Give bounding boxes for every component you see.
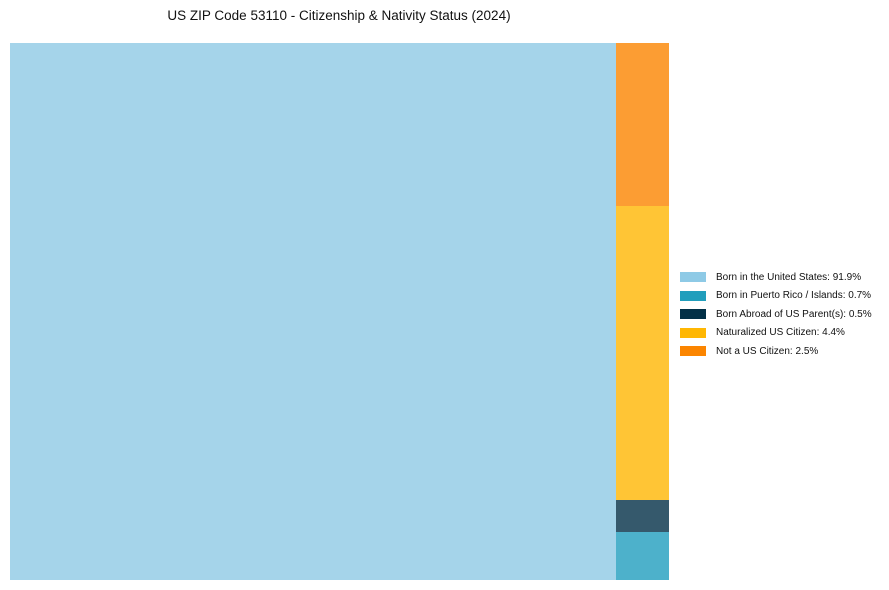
legend-swatch: [680, 327, 706, 338]
treemap-tile-born-abroad-of-us-parent-s: [616, 500, 669, 532]
legend-swatch: [680, 309, 706, 320]
legend-label: Not a US Citizen: 2.5%: [716, 345, 819, 357]
legend-swatch: [680, 346, 706, 357]
legend-label: Born in Puerto Rico / Islands: 0.7%: [716, 290, 872, 302]
legend: Born in the United States: 91.9% Born in …: [680, 268, 872, 361]
legend-item: Born in the United States: 91.9%: [680, 268, 872, 287]
legend-label: Born in the United States: 91.9%: [716, 271, 862, 283]
legend-swatch: [680, 272, 706, 283]
legend-item: Born Abroad of US Parent(s): 0.5%: [680, 305, 872, 324]
treemap-tile-born-in-puerto-rico-islands: [616, 532, 669, 580]
treemap-tile-not-a-us-citizen: [616, 43, 669, 206]
chart-title: US ZIP Code 53110 - Citizenship & Nativi…: [167, 8, 511, 23]
treemap-tile-naturalized-us-citizen: [616, 206, 669, 500]
treemap-tile-born-in-the-united-states: [10, 43, 616, 580]
legend-item: Not a US Citizen: 2.5%: [680, 342, 872, 361]
legend-label: Born Abroad of US Parent(s): 0.5%: [716, 308, 872, 320]
legend-swatch: [680, 290, 706, 301]
legend-label: Naturalized US Citizen: 4.4%: [716, 327, 845, 339]
legend-item: Born in Puerto Rico / Islands: 0.7%: [680, 287, 872, 306]
treemap: [10, 43, 669, 580]
legend-item: Naturalized US Citizen: 4.4%: [680, 324, 872, 343]
